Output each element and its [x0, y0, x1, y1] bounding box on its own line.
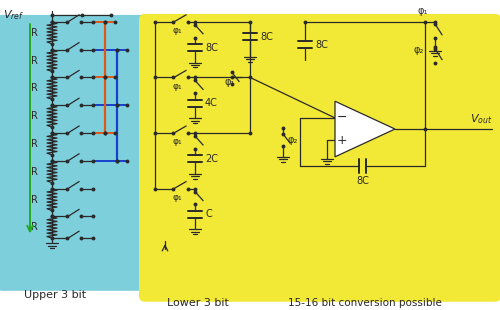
- FancyBboxPatch shape: [0, 15, 155, 291]
- Polygon shape: [335, 101, 395, 157]
- Text: 8C: 8C: [205, 43, 218, 53]
- Text: R: R: [30, 111, 38, 121]
- Text: R: R: [30, 139, 38, 149]
- Text: 8C: 8C: [356, 176, 369, 186]
- Text: R: R: [30, 194, 38, 205]
- Text: φ₂: φ₂: [287, 135, 298, 145]
- Text: R: R: [30, 55, 38, 65]
- Text: 8C: 8C: [260, 32, 273, 42]
- Text: φ₁: φ₁: [418, 6, 428, 16]
- Text: $V_{out}$: $V_{out}$: [470, 112, 493, 126]
- Text: φ₁: φ₁: [172, 193, 182, 202]
- Text: Lower 3 bit: Lower 3 bit: [167, 298, 229, 308]
- Text: −: −: [337, 111, 347, 124]
- Text: 4C: 4C: [205, 98, 218, 108]
- Text: φ₁: φ₁: [172, 82, 182, 91]
- FancyBboxPatch shape: [139, 14, 500, 302]
- Text: $V_{ref}$: $V_{ref}$: [3, 8, 24, 22]
- Text: R: R: [30, 222, 38, 232]
- Text: C: C: [205, 209, 212, 219]
- Text: φ₁: φ₁: [225, 78, 235, 87]
- Text: +: +: [336, 134, 347, 147]
- Text: 15-16 bit conversion possible: 15-16 bit conversion possible: [288, 298, 442, 308]
- Text: φ₂: φ₂: [414, 45, 424, 55]
- Text: φ₁: φ₁: [172, 26, 182, 35]
- Text: 8C: 8C: [315, 40, 328, 50]
- Text: 2C: 2C: [205, 154, 218, 164]
- Text: Upper 3 bit: Upper 3 bit: [24, 290, 86, 300]
- Text: φ₁: φ₁: [172, 137, 182, 146]
- Text: R: R: [30, 167, 38, 177]
- Text: R: R: [30, 28, 38, 38]
- Text: R: R: [30, 83, 38, 93]
